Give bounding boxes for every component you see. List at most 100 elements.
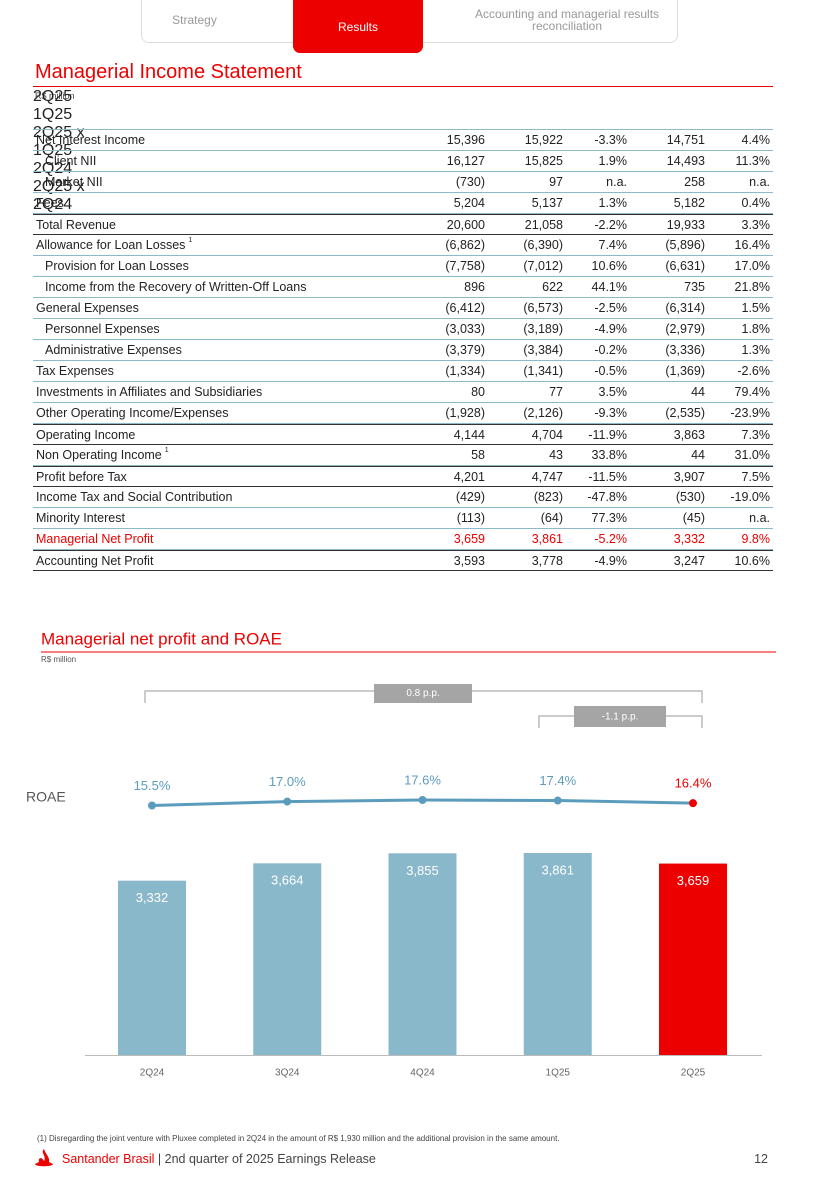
table-row: Personnel Expenses (3,033) (3,189) -4.9% (2,… — [33, 319, 773, 340]
row-label: Net Interest Income — [36, 130, 145, 150]
x-tick-label: 2Q25 — [681, 1068, 706, 1079]
footnote: (1) Disregarding the joint venture with … — [37, 1134, 560, 1143]
table-cell: (2,535) — [665, 406, 705, 420]
tab-active[interactable]: Results — [293, 0, 423, 53]
row-label-text: Tax Expenses — [36, 364, 114, 378]
chart-title: Managerial net profit and ROAE — [41, 629, 282, 648]
row-label-text: Provision for Loan Losses — [45, 259, 189, 273]
table-cell: (3,336) — [665, 343, 705, 357]
table-cell: 896 — [464, 280, 485, 294]
table-cell: n.a. — [749, 175, 770, 189]
table-row: Managerial Net Profit 3,659 3,861 -5.2% 3,33… — [33, 529, 773, 550]
table-row: Tax Expenses (1,334) (1,341) -0.5% (1,369) -2… — [33, 361, 773, 382]
row-label: Administrative Expenses — [45, 340, 182, 360]
line-point — [283, 797, 292, 806]
table-cell: 3,659 — [453, 532, 485, 546]
annotation: -1.1 p.p. — [602, 712, 639, 723]
rule — [33, 86, 773, 87]
table-cell: 3.5% — [598, 385, 628, 399]
table-cell: 1.9% — [598, 154, 628, 168]
row-label-text: Income Tax and Social Contribution — [36, 490, 233, 504]
row-label: Personnel Expenses — [45, 319, 160, 339]
row-label: Operating Income — [36, 425, 135, 445]
bar — [659, 863, 727, 1055]
table-cell: 3,593 — [453, 554, 485, 568]
row-label-text: Income from the Recovery of Written-Off … — [45, 280, 307, 294]
row-label-text: Non Operating Income — [36, 448, 162, 462]
table-cell: -3.3% — [594, 133, 627, 147]
table-cell: -4.9% — [594, 322, 627, 336]
table-cell: (5,896) — [665, 238, 705, 252]
rule — [33, 129, 773, 130]
table-cell: (6,631) — [665, 259, 705, 273]
row-label-text: Total Revenue — [36, 218, 116, 232]
table-cell: (2,126) — [523, 406, 563, 420]
x-tick-label: 2Q24 — [140, 1068, 165, 1079]
table-cell: 77.3% — [591, 511, 627, 525]
row-label-text: Allowance for Loan Losses — [36, 238, 186, 252]
annotation: 0.8 p.p. — [406, 688, 439, 699]
table-cell: n.a. — [606, 175, 627, 189]
line-point — [148, 801, 156, 810]
table: 2Q25 1Q25 2Q25 x 1Q25 2Q24 2Q25 x 2Q24 Net In… — [33, 88, 773, 571]
row-label-text: General Expenses — [36, 301, 139, 315]
row-label: Total Revenue — [36, 215, 116, 235]
data-label: 17.4% — [539, 773, 576, 788]
table-row: Income Tax and Social Contribution (429) (… — [33, 487, 773, 508]
table-cell: (45) — [682, 511, 705, 525]
table-row: Operating Income 4,144 4,704 -11.9% 3,863 7.3… — [33, 424, 773, 445]
table-cell: 44 — [691, 448, 705, 462]
table-cell: 3,778 — [531, 554, 563, 568]
table-cell: 16,127 — [446, 154, 485, 168]
row-label-text: Fees — [36, 196, 64, 210]
table-cell: -19.0% — [730, 490, 770, 504]
row-label-text: Operating Income — [36, 428, 136, 442]
row-label: General Expenses — [36, 298, 139, 318]
table-row: Client NII 16,127 15,825 1.9% 14,493 11.3% — [33, 151, 773, 172]
table-row: General Expenses (6,412) (6,573) -2.5% (6,31… — [33, 298, 773, 319]
table-cell: 4,704 — [531, 428, 563, 442]
table-cell: 7.5% — [741, 470, 771, 484]
table-cell: (2,979) — [665, 322, 705, 336]
table-cell: 3,863 — [673, 428, 705, 442]
table-cell: (1,334) — [445, 364, 485, 378]
table-cell: (1,928) — [445, 406, 485, 420]
table-row: Fees 5,204 5,137 1.3% 5,182 0.4% — [33, 193, 773, 214]
table-cell: 21,058 — [524, 218, 563, 232]
column-header: 2Q25 — [33, 88, 73, 105]
table-cell: 7.3% — [741, 428, 771, 442]
brand: Santander Brasil — [62, 1152, 155, 1166]
row-label-text: Minority Interest — [36, 511, 125, 525]
row-label: Provision for Loan Losses — [45, 256, 189, 276]
logo — [35, 1149, 53, 1167]
table-cell: 4,747 — [531, 470, 563, 484]
table-cell: 17.0% — [734, 259, 770, 273]
row-label: Income from the Recovery of Written-Off … — [45, 277, 306, 297]
table-cell: (3,384) — [523, 343, 563, 357]
table-cell: 44 — [691, 385, 705, 399]
data-label: 16.4% — [675, 776, 712, 791]
annotation-box — [574, 706, 666, 727]
table-cell: -2.2% — [594, 218, 627, 232]
table-cell: 1.5% — [741, 301, 771, 315]
row-label: Client NII — [45, 151, 96, 171]
table-cell: 16.4% — [734, 238, 770, 252]
table-cell: (3,033) — [445, 322, 485, 336]
chart-subtitle: R$ million — [41, 655, 76, 664]
table-cell: -47.8% — [587, 490, 627, 504]
line-point — [418, 796, 427, 804]
table-cell: 1.3% — [598, 196, 628, 210]
table-row: Non Operating Income 1 58 43 33.8% 44 31.0% — [33, 445, 773, 466]
line-point — [689, 799, 697, 808]
data-label: 17.0% — [269, 774, 306, 789]
tab[interactable]: Accounting and managerial results reconc… — [474, 7, 660, 33]
table-cell: 15,396 — [446, 133, 485, 147]
table-cell: 77 — [549, 385, 563, 399]
table-cell: n.a. — [749, 511, 770, 525]
data-label: 15.5% — [134, 778, 171, 793]
table-cell: 4.4% — [741, 133, 771, 147]
table-cell: 79.4% — [734, 385, 770, 399]
tab[interactable]: Strategy — [172, 13, 217, 27]
row-label-text: Net Interest Income — [36, 133, 146, 147]
